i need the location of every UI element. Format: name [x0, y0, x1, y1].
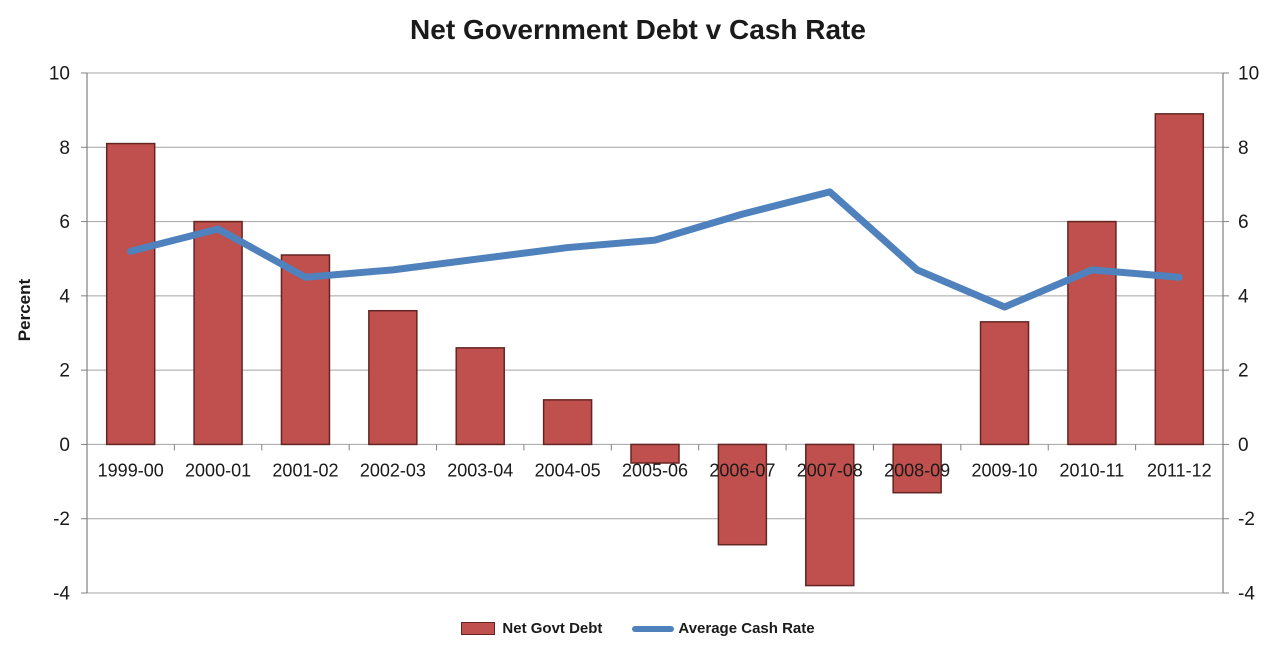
y-axis-label-right: 2: [1238, 361, 1249, 382]
bar-2003-04: [455, 347, 505, 446]
bar-2006-07: [717, 443, 768, 546]
y-axis-label-right: 0: [1238, 435, 1249, 456]
x-axis-label-2011-12: 2011-12: [1147, 460, 1212, 480]
bar-2010-11: [1067, 220, 1117, 446]
y-axis-label-right: -2: [1238, 509, 1255, 530]
x-axis-label-2005-06: 2005-06: [622, 460, 688, 480]
x-axis-label-2007-08: 2007-08: [797, 460, 863, 480]
y-axis-label-left: 0: [59, 435, 70, 456]
net-govt-debt-legend-label: Net Govt Debt: [502, 620, 603, 637]
y-axis-label-right: 10: [1238, 64, 1259, 85]
y-axis-label-left: 4: [59, 286, 70, 307]
x-axis-label-2009-10: 2009-10: [972, 460, 1038, 480]
x-axis-label-2001-02: 2001-02: [272, 460, 338, 480]
y-axis-label-left: 6: [59, 212, 70, 233]
net-govt-debt-swatch: [461, 622, 496, 635]
x-axis-label-1999-00: 1999-00: [98, 460, 164, 480]
bar-2005-06: [630, 443, 680, 464]
y-axis-label-left: 2: [59, 361, 70, 382]
y-axis-label-right: -4: [1238, 584, 1255, 605]
average-cash-rate-legend-label: Average Cash Rate: [678, 620, 815, 637]
y-axis-label-left: -2: [53, 509, 70, 530]
legend: Net Govt Debt Average Cash Rate: [0, 620, 1276, 637]
x-axis-label-2008-09: 2008-09: [884, 460, 950, 480]
y-axis-label-left: 8: [59, 138, 70, 159]
y-axis-label-right: 4: [1238, 286, 1249, 307]
x-axis-label-2000-01: 2000-01: [185, 460, 251, 480]
average-cash-rate-line: [127, 188, 1183, 311]
x-axis-label-2006-07: 2006-07: [709, 460, 775, 480]
x-axis-label-2004-05: 2004-05: [535, 460, 601, 480]
x-axis-label-2003-04: 2003-04: [447, 460, 513, 480]
bar-2004-05: [542, 399, 593, 446]
bar-1999-00: [105, 142, 156, 446]
average-cash-rate-swatch: [632, 625, 675, 632]
bar-2009-10: [979, 321, 1030, 446]
bar-2008-09: [892, 443, 942, 494]
x-axis-label-2010-11: 2010-11: [1060, 460, 1125, 480]
y-axis-label-left: -4: [53, 584, 70, 605]
y-axis-label-right: 8: [1238, 138, 1249, 159]
bar-2001-02: [280, 254, 331, 446]
chart-title: Net Government Debt v Cash Rate: [410, 14, 866, 45]
y-axis-label-left: 10: [49, 64, 70, 85]
bar-2002-03: [368, 309, 418, 446]
x-axis-label-2002-03: 2002-03: [360, 460, 426, 480]
bar-2007-08: [805, 443, 855, 587]
y-axis-label-right: 6: [1238, 212, 1249, 233]
bar-2000-01: [193, 220, 243, 446]
